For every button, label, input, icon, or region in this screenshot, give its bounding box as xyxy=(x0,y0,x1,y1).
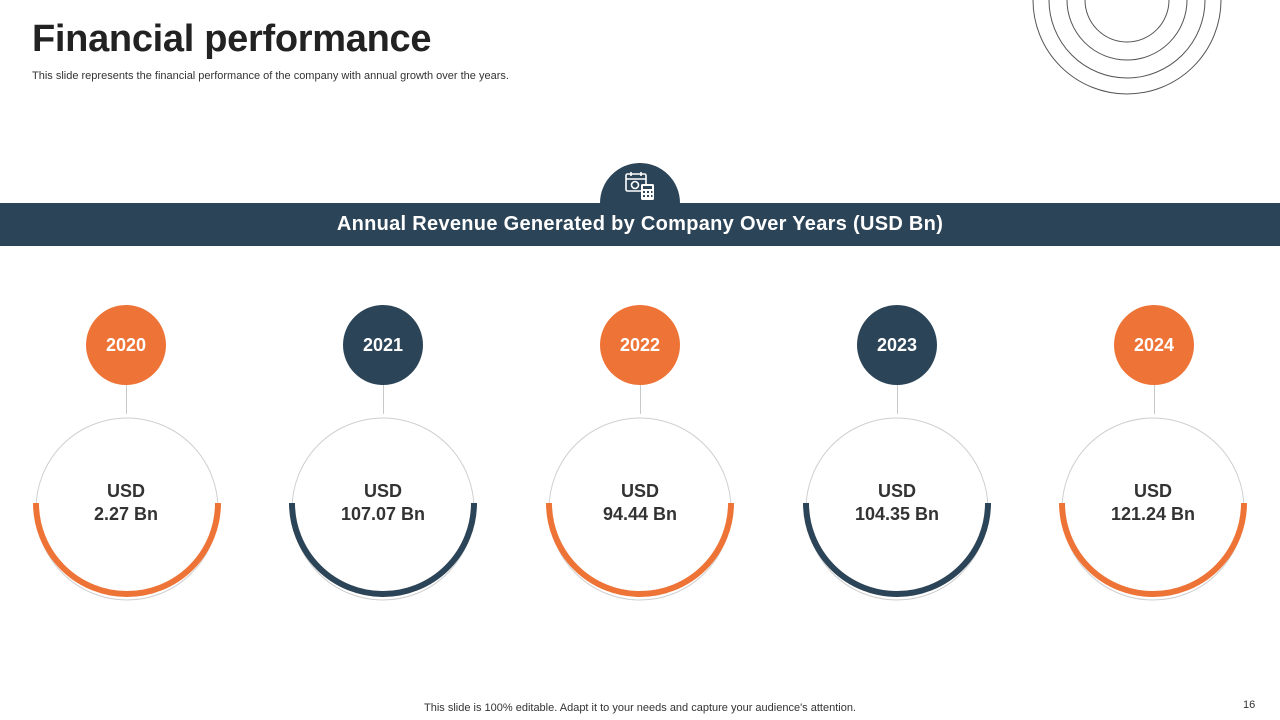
currency-label: USD xyxy=(363,481,402,501)
year-badge: 2021 xyxy=(343,305,423,385)
amount-label: 107.07 Bn xyxy=(340,504,426,524)
revenue-value: USD 104.35 Bn xyxy=(822,480,972,526)
banner-title: Annual Revenue Generated by Company Over… xyxy=(336,213,944,235)
revenue-ring xyxy=(546,417,734,601)
page-number: 16 xyxy=(1243,699,1256,711)
concentric-arcs-decoration xyxy=(1032,0,1222,95)
footer-note: This slide is 100% editable. Adapt it to… xyxy=(424,702,856,714)
revenue-ring xyxy=(33,417,221,601)
year-badge: 2023 xyxy=(857,305,937,385)
page-subtitle: This slide represents the financial perf… xyxy=(32,70,509,82)
currency-label: USD xyxy=(877,481,916,501)
currency-label: USD xyxy=(1133,481,1172,501)
amount-label: 2.27 Bn xyxy=(93,504,159,524)
revenue-value: USD 121.24 Bn xyxy=(1078,480,1228,526)
revenue-value: USD 2.27 Bn xyxy=(51,480,201,526)
currency-label: USD xyxy=(620,481,659,501)
revenue-ring xyxy=(1059,417,1247,601)
connector-line xyxy=(126,385,127,414)
calendar-calculator-icon xyxy=(625,172,654,200)
revenue-ring xyxy=(803,417,991,601)
connector-line xyxy=(640,385,641,414)
amount-label: 121.24 Bn xyxy=(1110,504,1196,524)
connector-line xyxy=(383,385,384,414)
revenue-ring xyxy=(289,417,477,601)
year-badge: 2020 xyxy=(86,305,166,385)
amount-label: 94.44 Bn xyxy=(602,504,678,524)
year-badge: 2022 xyxy=(600,305,680,385)
currency-label: USD xyxy=(106,481,145,501)
year-badge: 2024 xyxy=(1114,305,1194,385)
revenue-value: USD 94.44 Bn xyxy=(565,480,715,526)
page-title: Financial performance xyxy=(32,18,432,60)
amount-label: 104.35 Bn xyxy=(854,504,940,524)
connector-line xyxy=(897,385,898,414)
section-banner: Annual Revenue Generated by Company Over… xyxy=(0,203,1280,246)
connector-line xyxy=(1154,385,1155,414)
revenue-value: USD 107.07 Bn xyxy=(308,480,458,526)
